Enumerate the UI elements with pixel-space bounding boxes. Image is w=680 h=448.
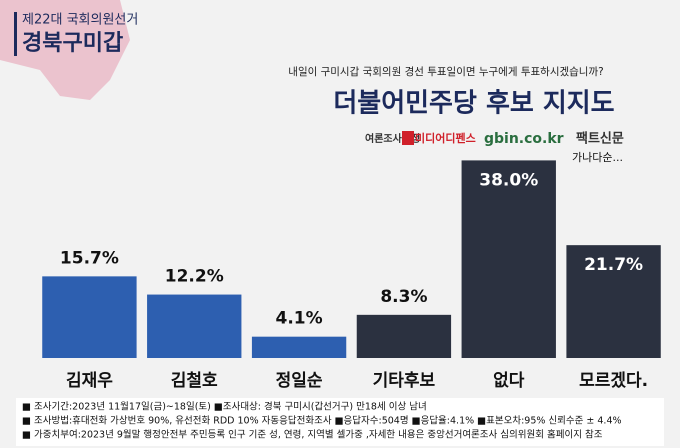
- chart-title: 더불어민주당 후보 지지도: [333, 89, 614, 119]
- x-tick-label: 기타후보: [373, 370, 436, 391]
- source: gbin.co.kr: [484, 131, 564, 147]
- map-shape: [0, 0, 130, 100]
- x-tick-label: 정일순: [276, 371, 323, 391]
- bar: [42, 276, 137, 358]
- bar: [566, 245, 661, 358]
- source: 팩트신문: [576, 131, 624, 147]
- value-label: 21.7%: [584, 255, 643, 275]
- x-tick-label: 모르겠다.: [579, 371, 648, 391]
- value-label: 12.2%: [165, 267, 224, 287]
- note: ■ 조사기간:2023년 11월17일(금)~18일(토) ■조사대상: 경북 …: [22, 401, 427, 413]
- note: ■ 조사방법:휴대전화 가상번호 90%, 유선전화 RDD 10% 자동응답전…: [22, 415, 622, 427]
- annotation: 가나다순...: [572, 151, 623, 164]
- x-tick-label: 김철호: [171, 371, 218, 391]
- accent-bar: [14, 12, 17, 56]
- x-tick-label: 없다: [493, 371, 525, 391]
- value-label: 15.7%: [60, 248, 119, 268]
- question: 내일이 구미시갑 국회의원 경선 투표일이면 누구에게 투표하시겠습니까?: [288, 65, 603, 78]
- source: 미디어디펜스: [415, 131, 476, 145]
- value-label: 4.1%: [276, 309, 323, 329]
- bar: [356, 314, 452, 358]
- value-label: 38.0%: [479, 170, 538, 190]
- region: 경북구미갑: [22, 31, 123, 56]
- bar: [461, 160, 556, 358]
- bar: [251, 336, 347, 358]
- bar: [147, 294, 242, 358]
- x-tick-label: 김재우: [66, 371, 113, 391]
- source-logo: [402, 131, 414, 145]
- note: ■ 가중치부여:2023년 9월말 행정안전부 주민등록 인구 기준 성, 연령…: [22, 429, 603, 441]
- badge: 제22대 국회의원선거: [22, 13, 138, 28]
- notes-box: [16, 398, 664, 446]
- value-label: 8.3%: [380, 287, 427, 307]
